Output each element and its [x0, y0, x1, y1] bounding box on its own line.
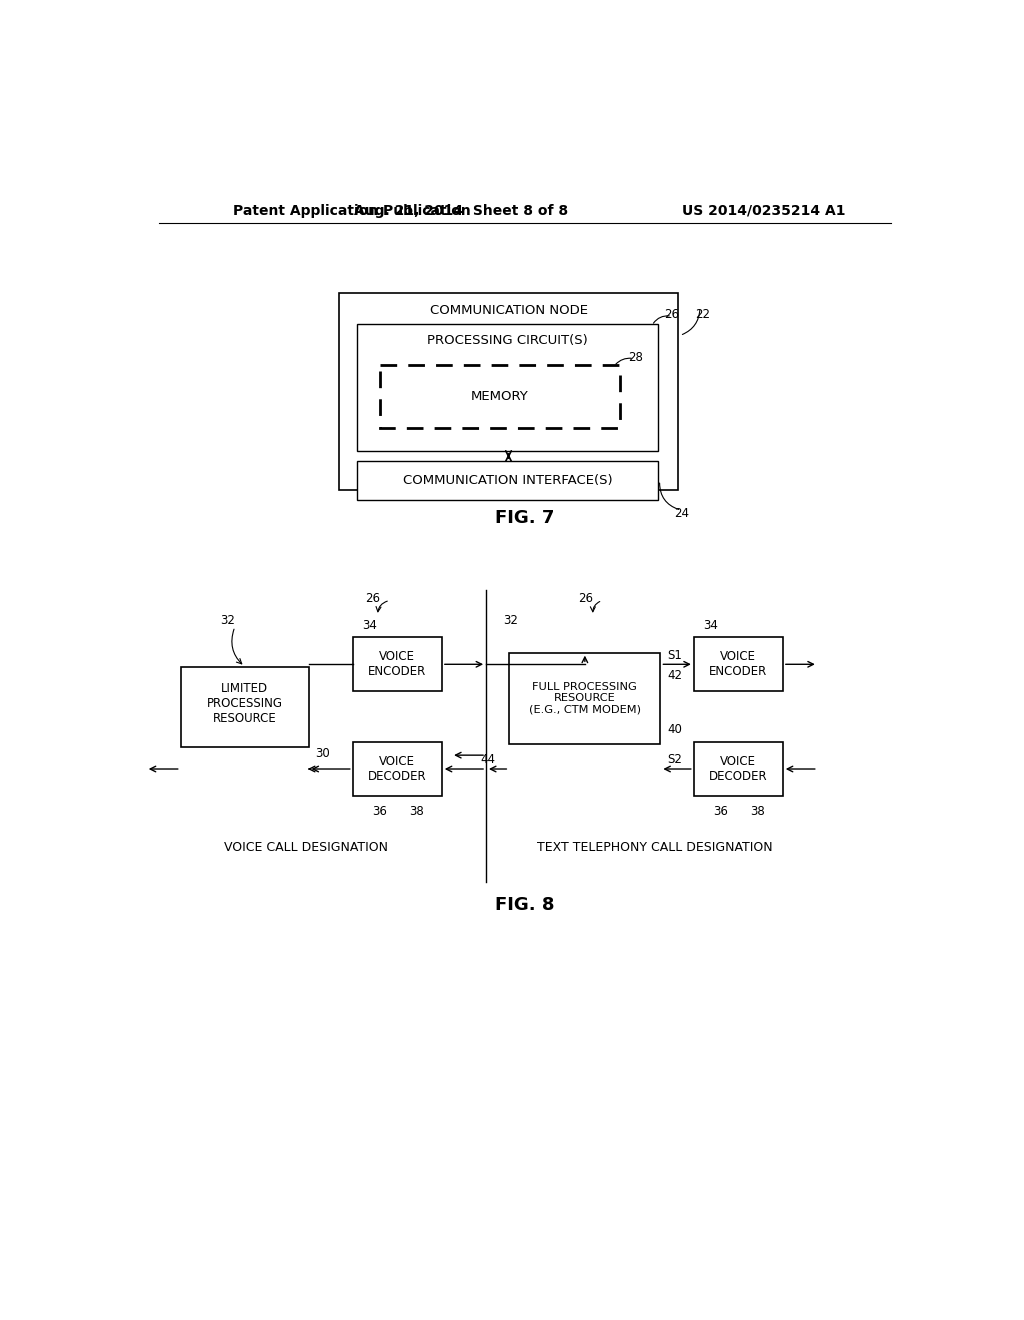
- Text: COMMUNICATION INTERFACE(S): COMMUNICATION INTERFACE(S): [402, 474, 612, 487]
- Bar: [357, 323, 658, 451]
- Bar: [693, 638, 783, 692]
- Text: MEMORY: MEMORY: [471, 389, 528, 403]
- Bar: [380, 364, 621, 428]
- Text: VOICE
DECODER: VOICE DECODER: [709, 755, 768, 783]
- Text: 36: 36: [373, 805, 387, 818]
- Bar: [352, 638, 442, 692]
- Text: 34: 34: [703, 619, 718, 631]
- Text: 38: 38: [409, 805, 424, 818]
- Text: 38: 38: [750, 805, 765, 818]
- Text: 42: 42: [667, 668, 682, 681]
- Text: TEXT TELEPHONY CALL DESIGNATION: TEXT TELEPHONY CALL DESIGNATION: [538, 841, 773, 854]
- Text: 24: 24: [674, 507, 689, 520]
- Bar: [180, 667, 308, 747]
- Text: 28: 28: [628, 351, 643, 363]
- Text: S2: S2: [667, 754, 682, 767]
- Text: FULL PROCESSING
RESOURCE
(E.G., CTM MODEM): FULL PROCESSING RESOURCE (E.G., CTM MODE…: [528, 681, 641, 714]
- Text: 26: 26: [665, 308, 680, 321]
- Bar: [509, 653, 660, 743]
- Text: 22: 22: [695, 308, 711, 321]
- Bar: [339, 293, 678, 490]
- Text: 32: 32: [504, 614, 518, 627]
- Bar: [357, 461, 658, 499]
- Text: FIG. 7: FIG. 7: [496, 510, 554, 527]
- Text: VOICE
ENCODER: VOICE ENCODER: [369, 651, 426, 678]
- Text: COMMUNICATION NODE: COMMUNICATION NODE: [429, 304, 588, 317]
- Bar: [693, 742, 783, 796]
- Text: 30: 30: [315, 747, 330, 760]
- Text: VOICE CALL DESIGNATION: VOICE CALL DESIGNATION: [224, 841, 388, 854]
- Text: 34: 34: [362, 619, 377, 631]
- Text: Patent Application Publication: Patent Application Publication: [232, 203, 470, 218]
- Text: LIMITED
PROCESSING
RESOURCE: LIMITED PROCESSING RESOURCE: [207, 681, 283, 725]
- Bar: [352, 742, 442, 796]
- Text: US 2014/0235214 A1: US 2014/0235214 A1: [682, 203, 845, 218]
- Text: VOICE
DECODER: VOICE DECODER: [368, 755, 427, 783]
- Text: VOICE
ENCODER: VOICE ENCODER: [710, 651, 767, 678]
- Text: 36: 36: [714, 805, 728, 818]
- Text: Aug. 21, 2014  Sheet 8 of 8: Aug. 21, 2014 Sheet 8 of 8: [354, 203, 568, 218]
- Text: FIG. 8: FIG. 8: [495, 896, 555, 915]
- Text: S1: S1: [667, 648, 682, 661]
- Text: 40: 40: [667, 723, 682, 737]
- Text: PROCESSING CIRCUIT(S): PROCESSING CIRCUIT(S): [427, 334, 588, 347]
- Text: 32: 32: [220, 614, 234, 627]
- Text: 26: 26: [366, 593, 380, 606]
- Text: 44: 44: [480, 754, 495, 767]
- Text: 26: 26: [578, 593, 593, 606]
